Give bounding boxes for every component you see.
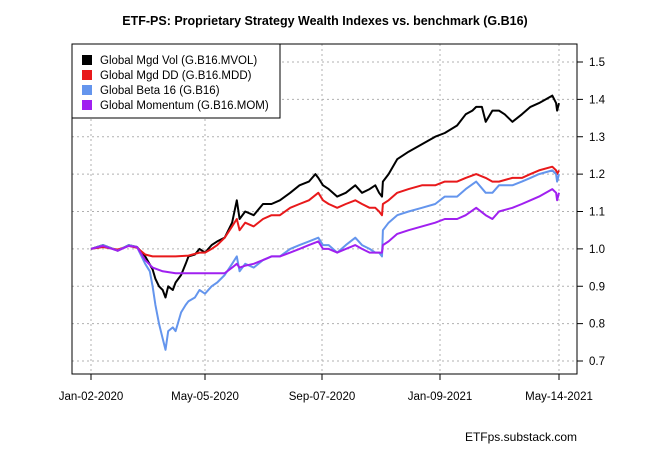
y-tick-label: 0.8 [589, 319, 605, 331]
grid-lines [72, 44, 577, 374]
legend-label: Global Mgd Vol (G.B16.MVOL) [100, 55, 257, 67]
y-tick-label: 1.5 [589, 57, 605, 69]
source-note: ETFps.substack.com [465, 430, 577, 444]
legend-label: Global Momentum (G.B16.MOM) [100, 100, 269, 112]
series-line-4 [90, 188, 560, 275]
y-tick-label: 1.2 [589, 169, 605, 181]
x-tick-label: Jan-09-2021 [408, 391, 473, 403]
legend-swatch [82, 85, 92, 95]
y-tick-label: 1.0 [589, 244, 605, 256]
y-axis: 0.7 0.8 0.9 1.0 1.1 1.2 1.3 1.4 1.5 [577, 57, 606, 368]
y-tick-label: 0.7 [589, 356, 605, 368]
x-tick-label: May-14-2021 [525, 391, 593, 403]
legend-label: Global Beta 16 (G.B16) [100, 85, 220, 97]
series-line-1 [90, 94, 560, 299]
series-group [90, 94, 560, 351]
y-tick-label: 1.3 [589, 132, 605, 144]
legend-swatch [82, 55, 92, 65]
y-tick-label: 1.4 [589, 94, 606, 106]
legend-swatch [82, 70, 92, 80]
y-tick-label: 1.1 [589, 207, 605, 219]
series-line-2 [90, 165, 560, 258]
legend-label: Global Mgd DD (G.B16.MDD) [100, 70, 252, 82]
legend-swatch [82, 100, 92, 110]
plot-frame [71, 43, 578, 375]
series-line-3 [90, 169, 560, 351]
legend-box [71, 43, 281, 119]
x-tick-label: Jan-02-2020 [59, 391, 124, 403]
x-tick-label: Sep-07-2020 [289, 391, 356, 403]
legend: Global Mgd Vol (G.B16.MVOL) Global Mgd DD… [71, 43, 281, 119]
x-tick-label: May-05-2020 [171, 391, 239, 403]
y-tick-label: 0.9 [589, 281, 605, 293]
chart-title: ETF-PS: Proprietary Strategy Wealth Inde… [122, 14, 527, 28]
x-axis: Jan-02-2020 May-05-2020 Sep-07-2020 Jan-09-… [59, 374, 593, 403]
